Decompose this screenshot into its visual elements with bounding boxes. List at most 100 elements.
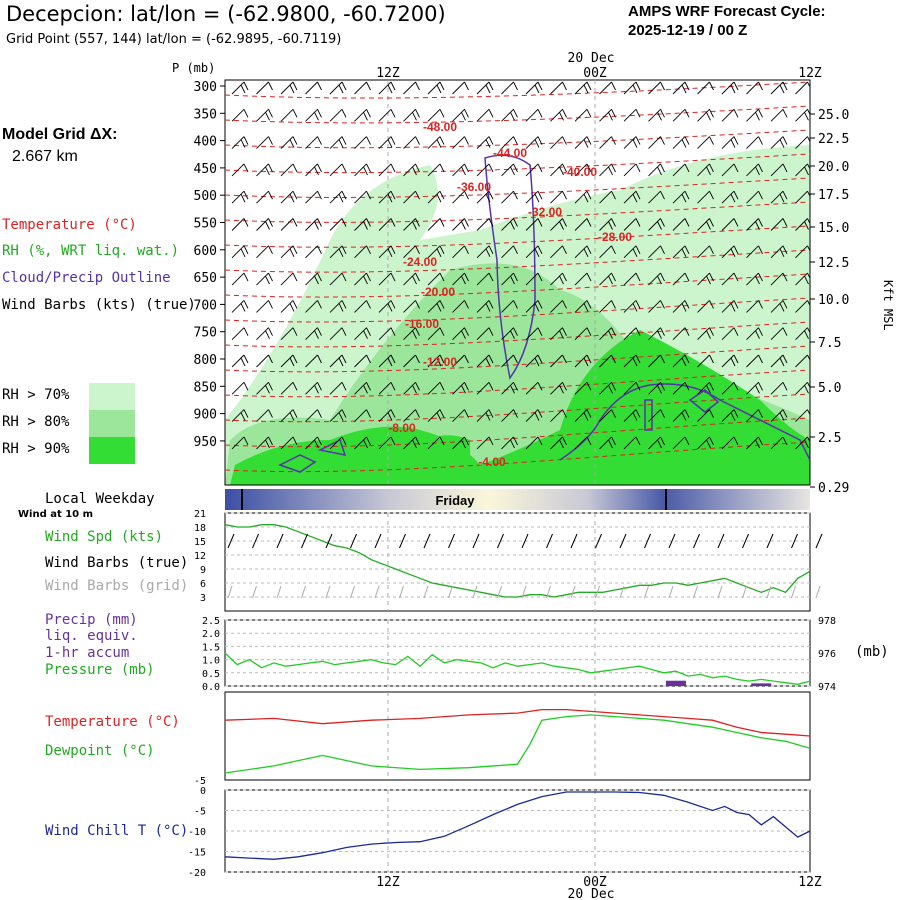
pressure-tick-label: 600 [194, 244, 217, 259]
wind-barb [305, 300, 322, 313]
wind-barb [354, 136, 371, 149]
wind-barb [305, 108, 322, 122]
wind-barb [550, 108, 567, 122]
wind-barb-grid [399, 585, 404, 599]
forecast-cycle-value: 2025-12-19 / 00 Z [628, 22, 748, 39]
wind-barb [403, 163, 420, 177]
wind-barb [354, 300, 371, 313]
top-time-label: 20 Dec [568, 51, 615, 66]
wind-barb-true [374, 533, 382, 549]
wind-barb [452, 190, 469, 204]
wind-speed-tick-label: 6 [200, 579, 206, 590]
legend-wind-at: Wind at 10 m [18, 509, 94, 520]
wind-barb [623, 245, 641, 259]
wind-barb [574, 300, 592, 313]
wind-barb [231, 409, 249, 422]
wind-barb [721, 354, 739, 368]
wind-barb [623, 327, 641, 341]
wind-barb [452, 163, 469, 177]
pressure-tick-label: 800 [194, 353, 217, 368]
wind-barb [550, 381, 567, 395]
wind-barb [476, 381, 494, 395]
wind-barb [672, 108, 690, 122]
wind-barb [329, 272, 347, 286]
wind-barb [672, 381, 690, 395]
wind-barb [599, 245, 616, 259]
wind-barb [403, 245, 420, 259]
wind-barb-grid [497, 585, 502, 599]
wind-barb [501, 108, 518, 122]
wind-barb [427, 245, 445, 259]
wind-barb [746, 436, 763, 450]
bottom-time-label: 00Z [583, 875, 607, 890]
wind-barb [599, 190, 616, 204]
wind-barb [574, 245, 592, 259]
wind-barb [721, 163, 739, 177]
wind-barb [256, 108, 273, 122]
temperature-contour-label: -24.00 [403, 255, 437, 269]
wind-barb [574, 218, 592, 231]
wind-barb [231, 354, 249, 368]
kft-tick-label: 10.0 [818, 293, 849, 308]
wind-barb [525, 436, 543, 450]
wind-barb-grid [717, 585, 723, 599]
wind-barb [378, 245, 396, 259]
wind-barb [746, 327, 763, 341]
wind-barb [452, 136, 469, 149]
wind-barb [256, 381, 273, 395]
wind-barb-true [276, 533, 284, 549]
wind-barb-true [448, 533, 455, 549]
kft-tick-label: 22.5 [818, 132, 849, 147]
wind-barb [599, 108, 616, 122]
wind-barb-grid [301, 585, 306, 599]
dewpoint-line [224, 714, 811, 774]
wind-barb [599, 136, 616, 149]
wind-barb [746, 163, 763, 177]
wind-barb [599, 218, 616, 231]
wind-barb [305, 218, 322, 231]
wind-barb [550, 436, 567, 450]
wind-barb [697, 381, 714, 395]
wind-barb [501, 136, 518, 149]
wind-barb [403, 190, 420, 204]
model-grid-value: 2.667 km [12, 148, 78, 165]
wind-barb [550, 409, 567, 422]
wind-barb [721, 245, 739, 259]
temperature-contour-label: -36.00 [457, 180, 491, 194]
wind-barb [574, 190, 592, 204]
wind-barb [697, 300, 714, 313]
wind-barb [378, 190, 396, 204]
legend-wind-chill: Wind Chill T (°C) [45, 823, 189, 839]
wind-barb [623, 218, 641, 231]
wind-barb [648, 190, 665, 204]
pressure-tick-label: 978 [818, 616, 836, 627]
wind-barb [525, 81, 543, 95]
precip-bar [665, 680, 686, 686]
temperature-dewpoint-panel [224, 691, 811, 781]
wind-barb-grid [472, 585, 478, 599]
wind-barb [427, 381, 445, 395]
wind-barb-grid [693, 585, 698, 599]
wind-barb [501, 272, 518, 286]
wind-barb [256, 190, 273, 204]
wind-barb [378, 163, 396, 177]
legend-temperature-2: Temperature (°C) [45, 714, 180, 730]
legend-cloud: Cloud/Precip Outline [2, 270, 171, 286]
legend-dewpoint: Dewpoint (°C) [45, 743, 155, 759]
wind-barb [329, 381, 347, 395]
wind-barb-true [325, 533, 333, 549]
wind-barb [427, 163, 445, 177]
wind-barb [648, 300, 665, 313]
wind-barb-grid [374, 585, 380, 599]
wind-barb [305, 163, 322, 177]
wind-barb [354, 163, 371, 177]
wind-barb [501, 436, 518, 450]
wind-barb [525, 163, 543, 177]
wind-chill-tick-label: -10 [188, 827, 206, 838]
grid-point-label: Grid Point (557, 144) lat/lon = (-62.989… [6, 32, 342, 47]
temperature-contour [225, 273, 810, 298]
wind-barb [329, 409, 347, 422]
wind-barb [795, 354, 810, 368]
wind-barb [378, 300, 396, 313]
wind-barb [550, 245, 567, 259]
